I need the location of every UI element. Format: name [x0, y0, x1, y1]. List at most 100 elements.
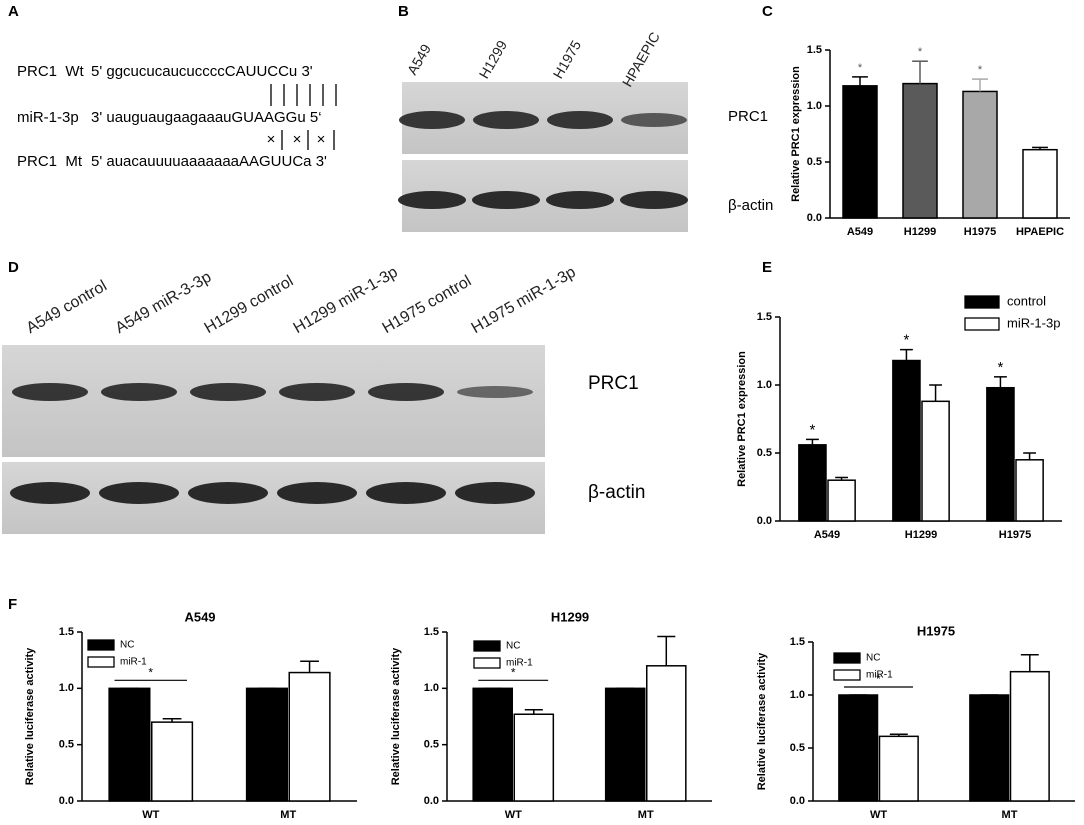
legend-swatch [87, 639, 115, 651]
band [279, 383, 355, 401]
sig-star: * [978, 64, 983, 76]
y-tick-label: 1.0 [59, 682, 74, 694]
band [620, 191, 688, 209]
chart-title: H1299 [551, 609, 589, 624]
band-label: β-actin [588, 482, 645, 503]
x-tick-label: A549 [847, 226, 873, 238]
panel-label: B [398, 3, 409, 20]
mismatch: × [317, 131, 326, 148]
bar [892, 359, 921, 522]
bar [969, 694, 1010, 802]
y-tick-label: 0.5 [59, 739, 74, 751]
x-tick-label: HPAEPIC [1016, 226, 1064, 238]
y-tick-label: 1.5 [790, 636, 805, 648]
bar [986, 386, 1015, 522]
y-tick-label: 1.0 [757, 379, 772, 391]
band [473, 111, 539, 129]
x-tick-label: A549 [814, 529, 840, 541]
legend-label: miR-1 [866, 670, 893, 681]
band-label: PRC1 [728, 108, 768, 125]
seq: 3' uauguaugaagaaauGUAAGGu 5‘ [91, 109, 322, 126]
band [12, 383, 88, 401]
y-tick-label: 1.0 [790, 689, 805, 701]
legend-label: NC [120, 640, 134, 651]
y-axis-label: Relative luciferase activity [24, 647, 36, 785]
bar [245, 687, 288, 802]
legend-label: NC [506, 641, 520, 652]
bar [878, 735, 919, 802]
x-tick-label: WT [870, 809, 887, 821]
lane-label: A549 [404, 41, 434, 78]
x-tick-label: H1975 [964, 226, 996, 238]
band [546, 191, 614, 209]
lane-label: H1299 control [202, 273, 297, 338]
band [188, 482, 268, 504]
panel-label: E [762, 259, 772, 276]
x-tick-label: H1299 [904, 226, 936, 238]
legend-swatch [87, 656, 115, 668]
x-tick-label: H1299 [905, 529, 937, 541]
sig-star: * [904, 332, 910, 349]
band [366, 482, 446, 504]
legend-swatch [964, 295, 1000, 309]
bar [1009, 670, 1050, 802]
lane-label: A549 control [24, 277, 110, 337]
seq: 5' ggcucucaucuccccCAUUCCu 3' [91, 63, 313, 80]
bar [962, 90, 998, 219]
y-axis-label: Relative PRC1 expression [736, 351, 748, 487]
band [457, 386, 533, 398]
sig-star: * [858, 62, 863, 74]
y-tick-label: 0.0 [757, 515, 772, 527]
blot [2, 462, 545, 534]
legend-swatch [833, 652, 861, 664]
x-tick-label: MT [638, 809, 654, 821]
bar [842, 85, 878, 219]
band [621, 113, 687, 127]
legend-swatch [473, 657, 501, 669]
sig-star: * [998, 359, 1004, 376]
band [399, 111, 465, 129]
bar [646, 665, 687, 802]
legend-swatch [833, 669, 861, 681]
bar [472, 687, 513, 802]
x-tick-label: WT [142, 809, 159, 821]
band [99, 482, 179, 504]
band [277, 482, 357, 504]
bar [798, 444, 827, 522]
panel-label: D [8, 259, 19, 276]
y-tick-label: 1.5 [807, 44, 822, 56]
panel-label: A [8, 3, 19, 20]
sig-star: * [148, 666, 153, 680]
lane-label: HPAEPIC [619, 29, 663, 89]
base-pairs [270, 84, 337, 150]
bar [108, 687, 151, 802]
bar [288, 671, 331, 802]
y-tick-label: 0.0 [790, 795, 805, 807]
band [455, 482, 535, 504]
lane-label: H1975 miR-1-3p [469, 264, 579, 337]
legend-swatch [964, 317, 1000, 331]
y-tick-label: 0.5 [790, 742, 805, 754]
legend-label: control [1007, 293, 1046, 308]
mismatch: × [293, 131, 302, 148]
seq: 5' auacauuuuaaaaaaaAAGUUCa 3' [91, 153, 327, 170]
legend-label: NC [866, 653, 880, 664]
y-axis-label: Relative luciferase activity [390, 647, 402, 785]
y-axis-label: Relative PRC1 expression [790, 66, 802, 202]
seq-label: PRC1 Wt [17, 63, 85, 80]
bar [827, 479, 856, 522]
sig-star: * [876, 672, 881, 686]
legend-swatch [473, 640, 501, 652]
legend-label: miR-1 [120, 657, 147, 668]
y-tick-label: 1.5 [757, 311, 772, 323]
bar [838, 694, 879, 802]
band [398, 191, 466, 209]
band-label: PRC1 [588, 373, 639, 394]
panel-label: C [762, 3, 773, 20]
band [472, 191, 540, 209]
sig-star: * [810, 421, 816, 438]
y-tick-label: 1.0 [807, 100, 822, 112]
x-tick-label: MT [1002, 809, 1018, 821]
band [547, 111, 613, 129]
